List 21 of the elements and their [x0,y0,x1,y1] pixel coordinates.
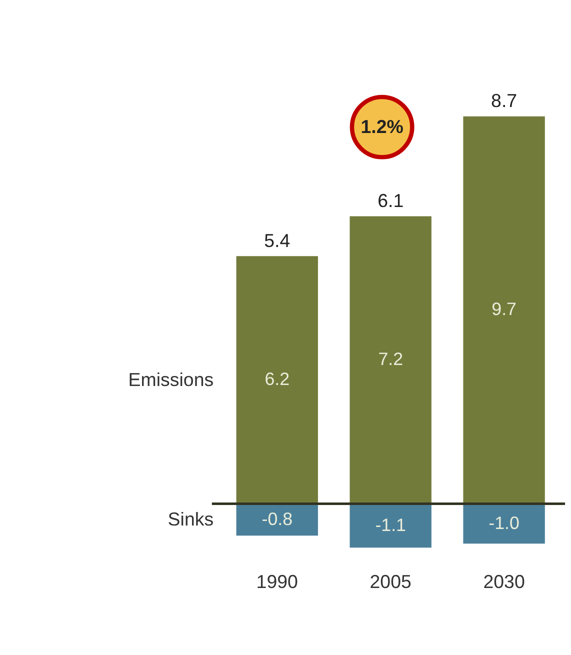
x-tick-label: 2030 [483,570,525,592]
x-tick-label: 1990 [256,570,298,592]
data-label: 7.2 [378,349,404,370]
data-label: 9.7 [492,299,517,320]
bar [236,256,318,504]
bar [463,504,545,544]
total-label: 6.1 [378,190,404,211]
bar [463,116,545,504]
annotation: 1.2% [360,116,404,138]
x-tick-label: 2005 [370,570,412,592]
series-label: Sinks [168,508,214,530]
total-label: 8.7 [491,90,518,112]
series-label: Emissions [128,368,214,390]
total-label: 5.4 [264,230,290,251]
bar [236,504,318,536]
data-label: -1.1 [375,514,406,535]
bar [350,504,432,548]
data-label: -0.8 [262,508,293,529]
data-label: -1.0 [488,512,520,533]
bar [350,216,432,504]
data-label: 6.2 [264,369,290,390]
